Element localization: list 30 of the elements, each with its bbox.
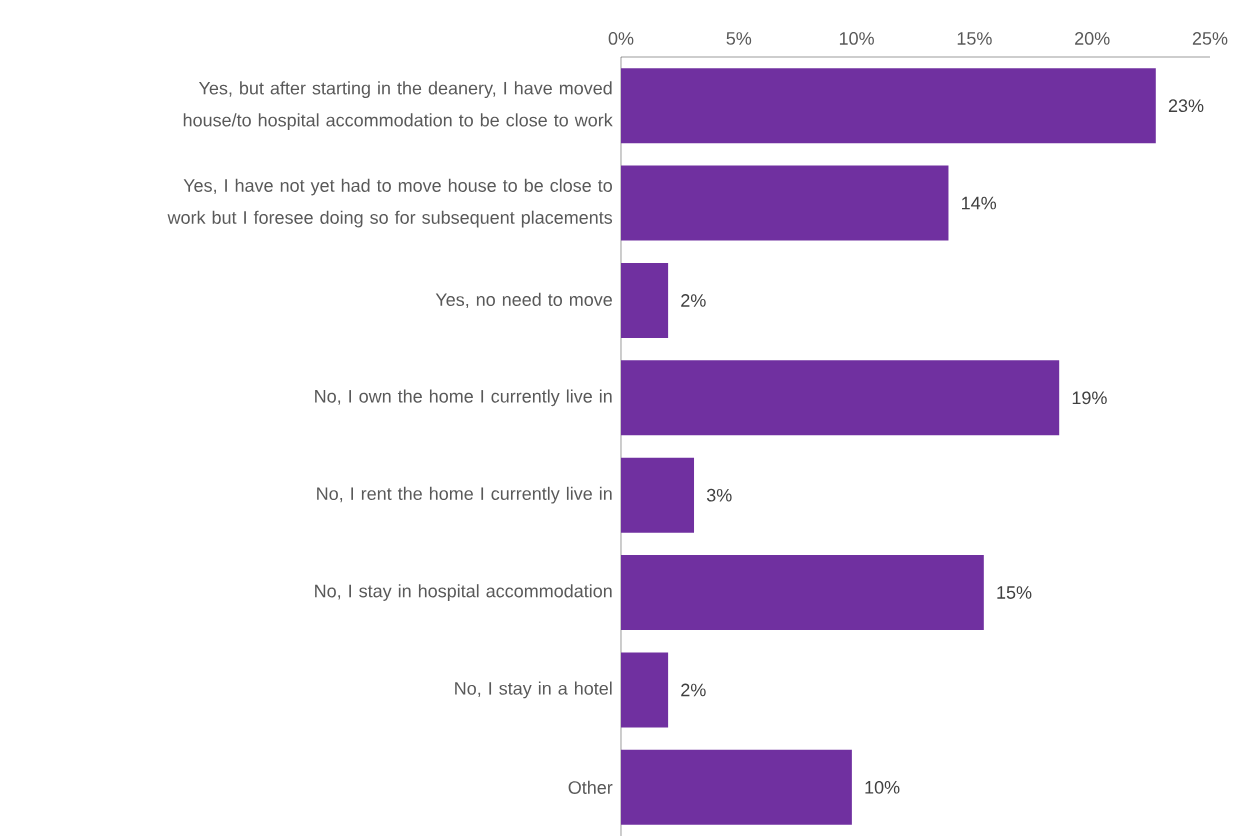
data-label: 10% xyxy=(865,780,900,794)
bar xyxy=(620,749,852,825)
bar xyxy=(620,68,1156,144)
data-label: 23% xyxy=(1168,99,1204,113)
data-label: 2% xyxy=(681,294,706,307)
y-tick-label: Yes, I have not yet had to move house to be close to work but I foresee doing so for subsequent placements xyxy=(167,178,613,228)
x-tick-label: 25% xyxy=(1192,32,1228,45)
y-tick-label: No, I own the home I currently live in xyxy=(315,389,612,407)
bar xyxy=(620,555,984,631)
bar xyxy=(620,165,949,241)
bar xyxy=(620,262,669,338)
x-tick-label: 20% xyxy=(1075,32,1110,45)
data-label: 15% xyxy=(997,586,1032,599)
y-tick-label: No, I rent the home I currently live in xyxy=(317,486,612,504)
y-tick-label: Other xyxy=(568,780,613,794)
y-tick-label: Yes, no need to move xyxy=(435,292,612,309)
bar xyxy=(620,457,695,533)
data-label: 3% xyxy=(706,488,732,502)
data-label: 2% xyxy=(681,683,706,697)
y-tick-label: Yes, but after starting in the deanery, I have moved house/to hospital accommodation to be close to work xyxy=(183,81,613,131)
x-tick-label: 5% xyxy=(726,32,752,45)
data-label: 14% xyxy=(962,196,997,210)
x-tick-label: 0% xyxy=(608,32,634,45)
x-tick-label: 10% xyxy=(839,32,874,45)
bar xyxy=(620,360,1060,436)
x-tick-label: 15% xyxy=(957,32,992,45)
y-tick-label: No, I stay in hospital accommodation xyxy=(315,584,612,601)
y-tick-label: No, I stay in a hotel xyxy=(455,681,612,699)
data-label: 19% xyxy=(1072,391,1107,405)
bar xyxy=(620,652,669,728)
